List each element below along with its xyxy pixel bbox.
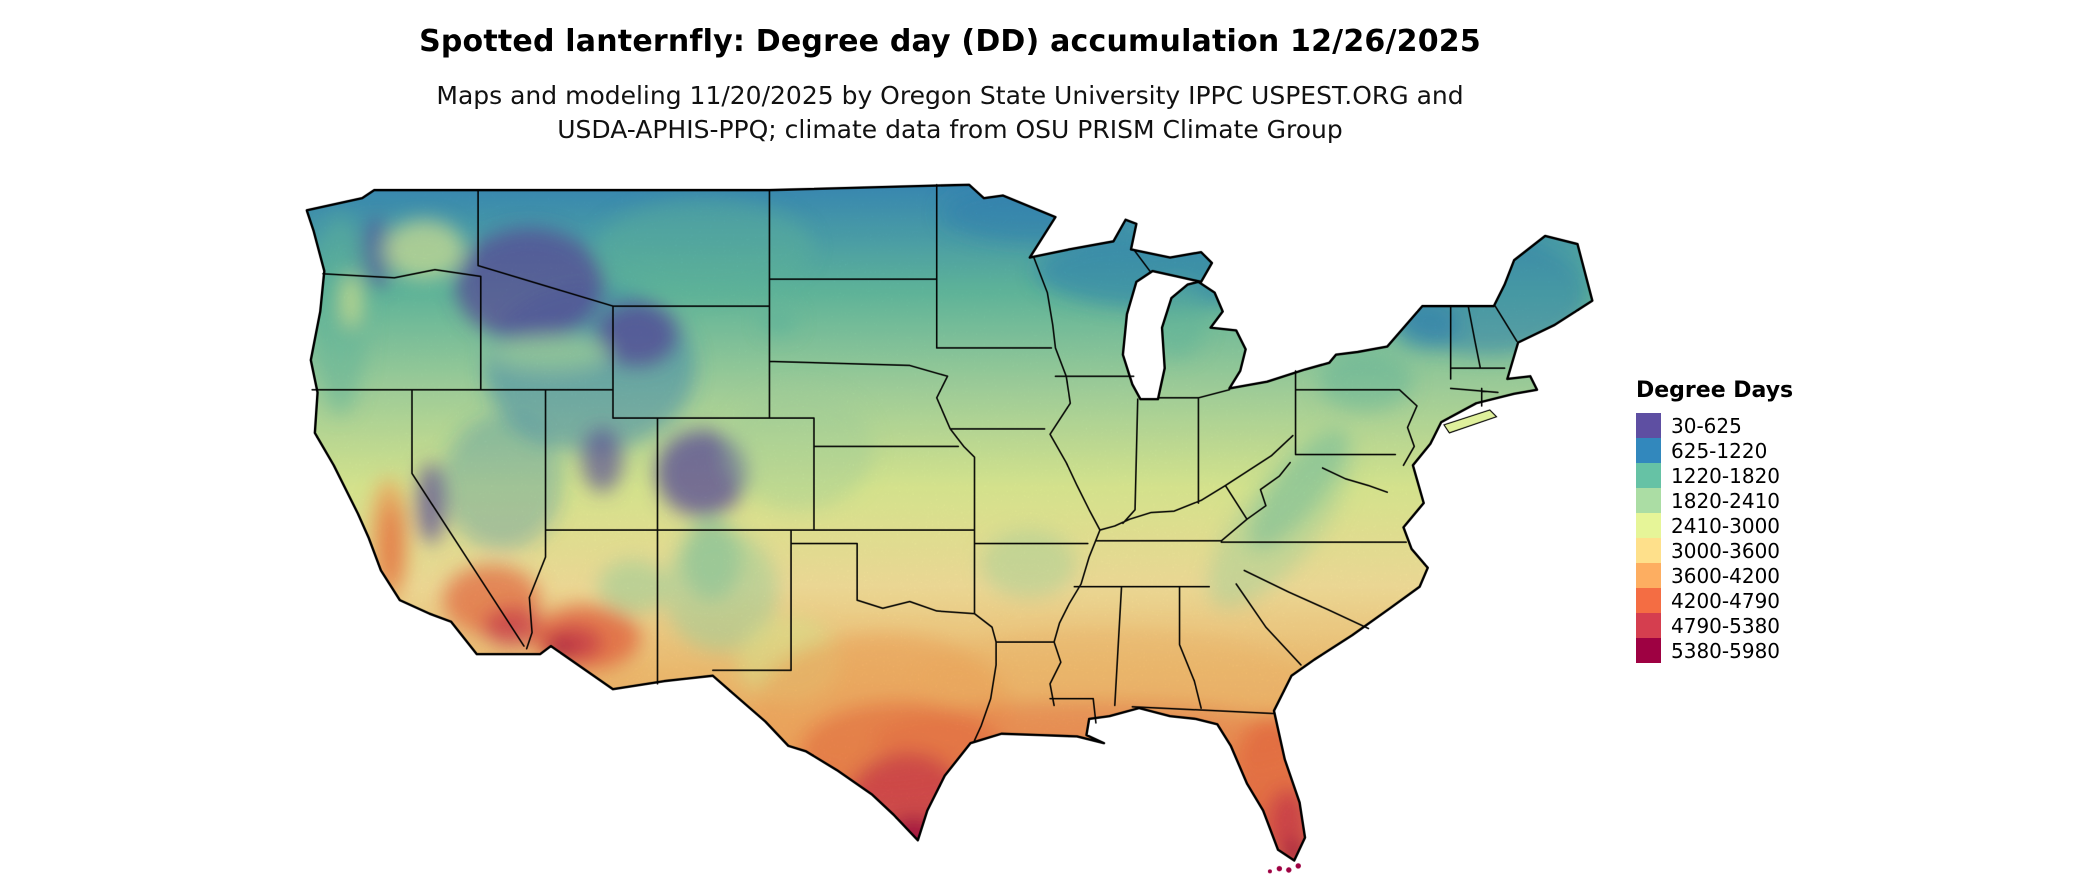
legend-item: 3600-4200 — [1636, 563, 1793, 588]
legend-label: 3600-4200 — [1671, 563, 1781, 588]
legend-item: 4790-5380 — [1636, 613, 1793, 638]
us-map-svg — [305, 183, 1594, 874]
legend-label: 4200-4790 — [1671, 588, 1781, 613]
legend-swatch — [1636, 538, 1661, 563]
legend-swatch — [1636, 588, 1661, 613]
legend-label: 1220-1820 — [1671, 463, 1781, 488]
legend-swatch — [1636, 413, 1661, 438]
legend-item: 1220-1820 — [1636, 463, 1793, 488]
subtitle-line-2: USDA-APHIS-PPQ; climate data from OSU PR… — [557, 114, 1343, 144]
legend-label: 2410-3000 — [1671, 513, 1781, 538]
us-outline — [305, 183, 1594, 862]
legend: Degree Days 30-625 625-1220 1220-1820 1820-… — [1636, 378, 1793, 663]
legend-swatch — [1636, 463, 1661, 488]
legend-label: 3000-3600 — [1671, 538, 1781, 563]
long-island — [1443, 409, 1498, 434]
legend-rows: 30-625 625-1220 1220-1820 1820-2410 2410-300… — [1636, 413, 1793, 663]
legend-item: 2410-3000 — [1636, 513, 1793, 538]
legend-label: 30-625 — [1671, 413, 1742, 438]
legend-label: 1820-2410 — [1671, 488, 1781, 513]
subtitle: Maps and modeling 11/20/2025 by Oregon S… — [0, 79, 1900, 147]
legend-title: Degree Days — [1636, 378, 1794, 403]
florida-keys — [1267, 863, 1301, 874]
legend-label: 5380-5980 — [1671, 638, 1781, 663]
legend-swatch — [1636, 438, 1661, 463]
subtitle-line-1: Maps and modeling 11/20/2025 by Oregon S… — [436, 81, 1464, 110]
legend-item: 625-1220 — [1636, 438, 1793, 463]
legend-swatch — [1636, 613, 1661, 638]
legend-item: 30-625 — [1636, 413, 1793, 438]
legend-label: 625-1220 — [1671, 438, 1768, 463]
legend-item: 4200-4790 — [1636, 588, 1793, 613]
legend-item: 1820-2410 — [1636, 488, 1793, 513]
legend-swatch — [1636, 488, 1661, 513]
legend-label: 4790-5380 — [1671, 613, 1781, 638]
legend-swatch — [1636, 638, 1661, 663]
legend-item: 3000-3600 — [1636, 538, 1793, 563]
header: Spotted lanternfly: Degree day (DD) accu… — [0, 24, 1900, 147]
state-boundaries — [311, 183, 1518, 742]
legend-item: 5380-5980 — [1636, 638, 1793, 663]
legend-swatch — [1636, 513, 1661, 538]
page-title: Spotted lanternfly: Degree day (DD) accu… — [419, 24, 1481, 59]
legend-swatch — [1636, 563, 1661, 588]
us-degree-day-map — [300, 178, 1595, 882]
